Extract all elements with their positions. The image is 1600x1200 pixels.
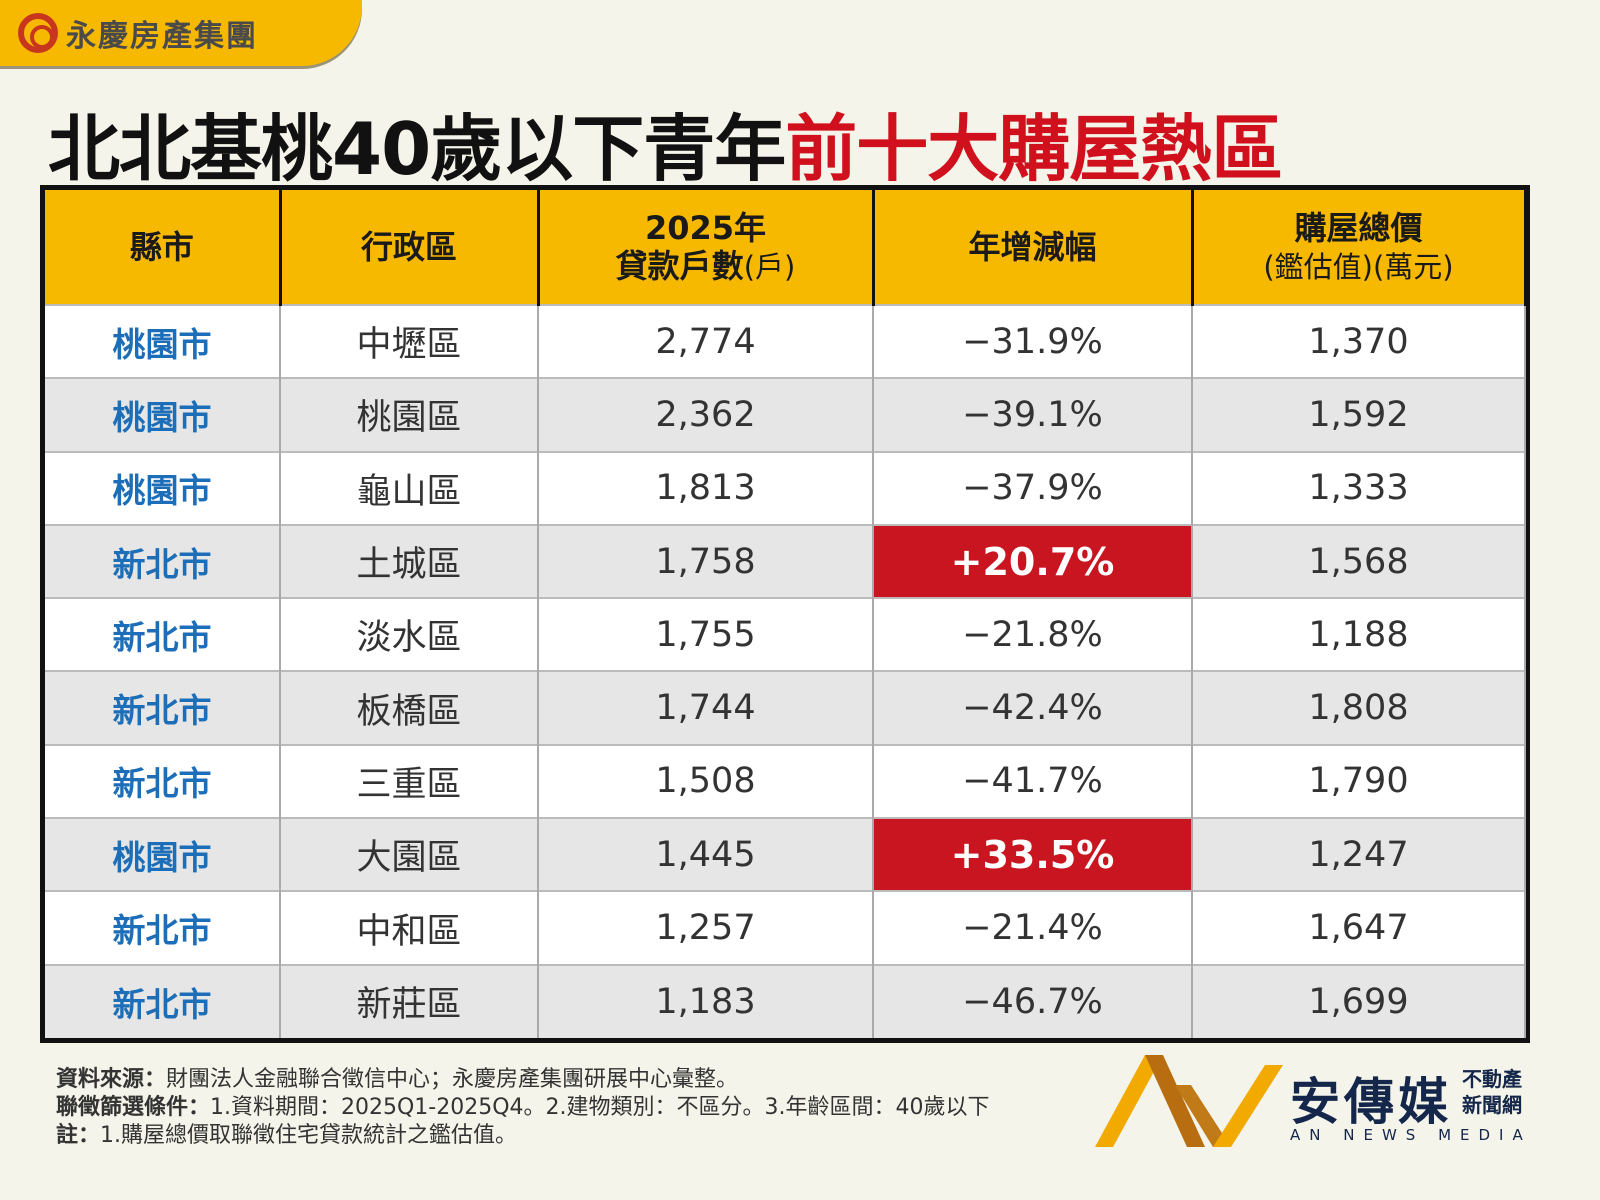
loans-cell: 2,774 <box>538 303 874 379</box>
footer-notes: 資料來源：財團法人金融聯合徵信中心；永慶房產集團研展中心彙整。 聯徵篩選條件：1… <box>56 1066 990 1150</box>
change-cell: −46.7% <box>873 963 1193 1038</box>
header-loans-line1: 2025年 <box>644 208 767 247</box>
criteria-text: 1.資料期間：2025Q1-2025Q4。2.建物類別：不區分。3.年齡區間：4… <box>210 1095 990 1120</box>
city-cell: 新北市 <box>45 670 281 745</box>
change-cell: −42.4% <box>873 670 1193 745</box>
loans-cell: 1,183 <box>538 963 874 1038</box>
header-loans-line2: 貸款戶數 <box>615 247 744 285</box>
header-loans-unit: (戶) <box>743 250 796 284</box>
city-cell: 桃園市 <box>45 450 281 525</box>
media-logo-en: AN NEWS MEDIA <box>1290 1126 1532 1144</box>
page-title: 北北基桃40歲以下青年前十大購屋熱區 <box>48 90 1283 195</box>
district-cell: 大園區 <box>280 817 539 892</box>
city-cell: 桃園市 <box>45 817 281 892</box>
city-cell: 桃園市 <box>45 303 281 379</box>
header-price-line1: 購屋總價 <box>1294 208 1423 247</box>
loans-cell: 1,508 <box>538 743 874 819</box>
table-row: 新北市 中和區 1,257 −21.4% 1,647 <box>45 890 1526 965</box>
brand-banner: 永慶房產集團 <box>0 0 362 66</box>
change-cell: −31.9% <box>873 303 1193 379</box>
media-logo-sub: 不動產 新聞網 <box>1462 1066 1522 1118</box>
district-cell: 土城區 <box>280 523 539 599</box>
change-cell: −21.4% <box>873 890 1193 965</box>
media-logo-sub1: 不動產 <box>1462 1067 1522 1091</box>
an-news-media-logo-icon <box>1095 1055 1283 1147</box>
header-district: 行政區 <box>280 190 540 305</box>
title-part2: 前十大購屋熱區 <box>785 107 1283 191</box>
district-cell: 新莊區 <box>280 963 539 1038</box>
district-cell: 板橋區 <box>280 670 539 745</box>
district-cell: 中壢區 <box>280 303 539 379</box>
table-row: 桃園市 中壢區 2,774 −31.9% 1,370 <box>45 303 1526 379</box>
price-cell: 1,699 <box>1192 963 1526 1038</box>
loans-cell: 1,758 <box>538 523 874 599</box>
source-label: 資料來源： <box>56 1067 167 1092</box>
loans-cell: 2,362 <box>538 377 874 452</box>
ranking-table: 縣市 行政區 2025年 貸款戶數(戶) 年增減幅 購屋總價 (鑑估值)(萬元) 桃… <box>40 185 1530 1043</box>
table-row: 新北市 土城區 1,758 +20.7% 1,568 <box>45 523 1526 599</box>
price-cell: 1,568 <box>1192 523 1526 599</box>
price-cell: 1,808 <box>1192 670 1526 745</box>
city-cell: 新北市 <box>45 523 281 599</box>
city-cell: 新北市 <box>45 597 281 672</box>
table-row: 桃園市 桃園區 2,362 −39.1% 1,592 <box>45 377 1526 452</box>
district-cell: 龜山區 <box>280 450 539 525</box>
media-logo-name: 安傳媒 <box>1290 1073 1452 1131</box>
change-cell: +20.7% <box>873 523 1193 599</box>
price-cell: 1,370 <box>1192 303 1526 379</box>
criteria-label: 聯徵篩選條件： <box>56 1095 211 1120</box>
table-row: 桃園市 龜山區 1,813 −37.9% 1,333 <box>45 450 1526 525</box>
price-cell: 1,592 <box>1192 377 1526 452</box>
city-cell: 桃園市 <box>45 377 281 452</box>
price-cell: 1,188 <box>1192 597 1526 672</box>
city-cell: 新北市 <box>45 963 281 1038</box>
price-cell: 1,333 <box>1192 450 1526 525</box>
price-cell: 1,247 <box>1192 817 1526 892</box>
header-loans: 2025年 貸款戶數(戶) <box>538 190 875 305</box>
title-part1: 北北基桃40歲以下青年 <box>48 107 786 191</box>
header-city: 縣市 <box>45 190 282 305</box>
change-cell: −37.9% <box>873 450 1193 525</box>
table-row: 桃園市 大園區 1,445 +33.5% 1,247 <box>45 817 1526 892</box>
note-label: 註： <box>56 1123 101 1148</box>
table-row: 新北市 板橋區 1,744 −42.4% 1,808 <box>45 670 1526 745</box>
loans-cell: 1,813 <box>538 450 874 525</box>
loans-cell: 1,445 <box>538 817 874 892</box>
change-cell: −41.7% <box>873 743 1193 819</box>
header-price: 購屋總價 (鑑估值)(萬元) <box>1192 190 1527 305</box>
change-cell: −21.8% <box>873 597 1193 672</box>
table-row: 新北市 三重區 1,508 −41.7% 1,790 <box>45 743 1526 819</box>
media-logo-sub2: 新聞網 <box>1462 1093 1522 1117</box>
brand-name: 永慶房產集團 <box>66 19 258 54</box>
table-row: 新北市 新莊區 1,183 −46.7% 1,699 <box>45 963 1526 1038</box>
district-cell: 淡水區 <box>280 597 539 672</box>
note-text: 1.購屋總價取聯徵住宅貸款統計之鑑估值。 <box>100 1123 518 1148</box>
price-cell: 1,647 <box>1192 890 1526 965</box>
district-cell: 中和區 <box>280 890 539 965</box>
table-row: 新北市 淡水區 1,755 −21.8% 1,188 <box>45 597 1526 672</box>
district-cell: 桃園區 <box>280 377 539 452</box>
district-cell: 三重區 <box>280 743 539 819</box>
change-cell: −39.1% <box>873 377 1193 452</box>
brand-logo-icon <box>18 13 58 53</box>
price-cell: 1,790 <box>1192 743 1526 819</box>
city-cell: 新北市 <box>45 743 281 819</box>
city-cell: 新北市 <box>45 890 281 965</box>
loans-cell: 1,744 <box>538 670 874 745</box>
change-cell: +33.5% <box>873 817 1193 892</box>
source-text: 財團法人金融聯合徵信中心；永慶房產集團研展中心彙整。 <box>166 1067 739 1092</box>
loans-cell: 1,257 <box>538 890 874 965</box>
header-price-line2: (鑑估值)(萬元) <box>1263 250 1454 284</box>
header-change: 年增減幅 <box>873 190 1194 305</box>
loans-cell: 1,755 <box>538 597 874 672</box>
